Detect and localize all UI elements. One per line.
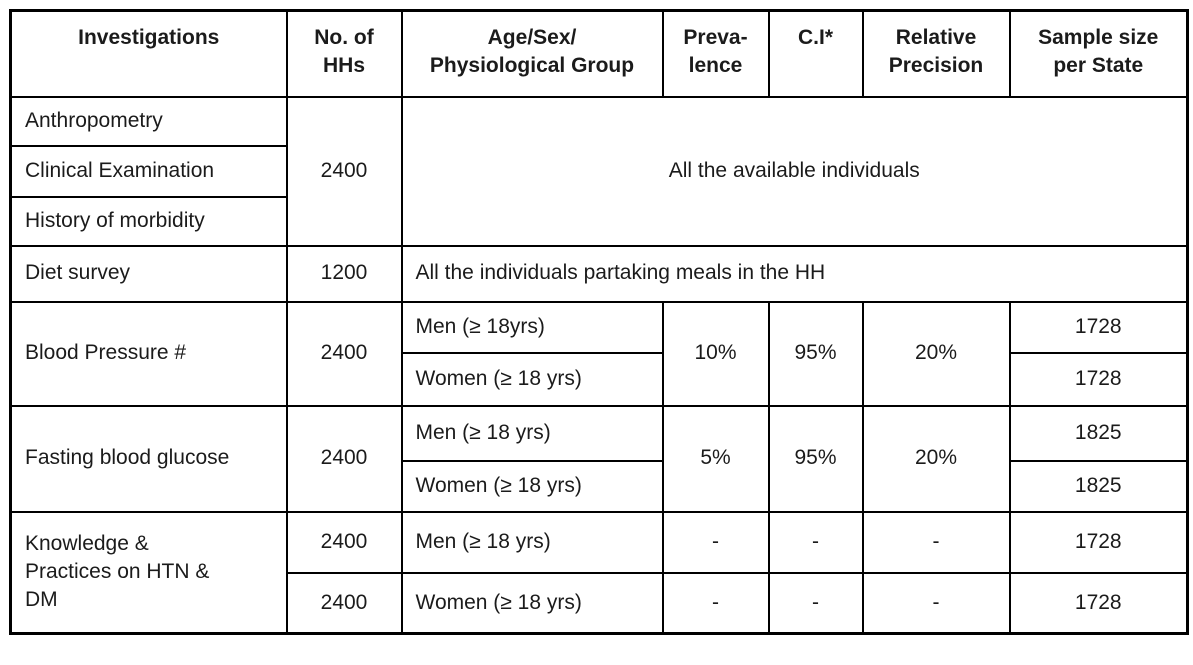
cell-hhs-fasting-blood-glucose: 2400 xyxy=(285,404,403,513)
header-row: Investigations No. of HHs Age/Sex/ Physi… xyxy=(9,9,1189,98)
table-row-history-of-morbidity: History of morbidity xyxy=(9,195,1188,247)
table-row-knowledge-practices-men: Knowledge & Practices on HTN & DM 2400 M… xyxy=(9,510,1189,635)
col-header-sample-size: Sample size per State xyxy=(1008,9,1189,98)
table-body: Anthropometry 2400 All the available ind… xyxy=(9,95,1189,635)
table-row-diet-survey: Diet survey 1200 All the individuals par… xyxy=(9,244,1189,303)
cell-group-fbg-women: Women (≥ 18 yrs) xyxy=(400,459,664,513)
cell-group-bp-women: Women (≥ 18 yrs) xyxy=(400,351,664,407)
cell-sample-size-kp-men: 1728 xyxy=(1008,510,1189,574)
cell-sample-size-bp-men: 1728 xyxy=(1008,300,1189,354)
cell-hhs-blood-pressure: 2400 xyxy=(285,300,403,407)
cell-investigation-history-of-morbidity: History of morbidity xyxy=(9,195,288,247)
cell-sample-size-kp-women: 1728 xyxy=(1008,571,1189,635)
cell-relative-precision-blood-pressure: 20% xyxy=(861,300,1011,407)
survey-sampling-table: Investigations No. of HHs Age/Sex/ Physi… xyxy=(9,9,1189,635)
cell-hhs-diet-survey: 1200 xyxy=(285,244,403,303)
col-header-no-of-hhs: No. of HHs xyxy=(285,9,403,98)
cell-sample-size-fbg-men: 1825 xyxy=(1008,404,1189,462)
table-row-knowledge-practices-women: 2400 Women (≥ 18 yrs) - - - 1728 xyxy=(11,571,1189,635)
cell-sample-size-bp-women: 1728 xyxy=(1008,351,1189,407)
cell-group-kp-men: Men (≥ 18 yrs) xyxy=(400,510,664,574)
table-row-anthropometry: Anthropometry 2400 All the available ind… xyxy=(9,95,1189,247)
cell-relative-precision-fasting-blood-glucose: 20% xyxy=(861,404,1011,513)
cell-investigation-clinical-examination: Clinical Examination xyxy=(9,144,288,198)
cell-ci-kp-women: - xyxy=(767,571,864,635)
col-header-prevalence: Preva- lence xyxy=(661,9,770,98)
cell-investigation-blood-pressure: Blood Pressure # xyxy=(9,300,288,407)
cell-relative-precision-kp-women: - xyxy=(861,571,1011,635)
cell-prevalence-blood-pressure: 10% xyxy=(661,300,770,407)
table-row-fasting-blood-glucose-men: Fasting blood glucose 2400 Men (≥ 18 yrs… xyxy=(9,404,1189,513)
cell-sample-size-fbg-women: 1825 xyxy=(1008,459,1189,513)
table-row-blood-pressure-women: Women (≥ 18 yrs) 1728 xyxy=(11,351,1189,407)
col-header-investigations: Investigations xyxy=(9,9,288,98)
cell-ci-kp-men: - xyxy=(767,510,864,574)
cell-ci-fasting-blood-glucose: 95% xyxy=(767,404,864,513)
table-header: Investigations No. of HHs Age/Sex/ Physi… xyxy=(9,9,1189,98)
col-header-age-sex-group: Age/Sex/ Physiological Group xyxy=(400,9,664,98)
table-row-blood-pressure-men: Blood Pressure # 2400 Men (≥ 18yrs) 10% … xyxy=(9,300,1189,407)
cell-group-kp-women: Women (≥ 18 yrs) xyxy=(400,571,664,635)
cell-hhs-group1: 2400 xyxy=(285,95,403,247)
col-header-ci: C.I* xyxy=(767,9,864,98)
cell-group-bp-men: Men (≥ 18yrs) xyxy=(400,300,664,354)
cell-hhs-kp-women: 2400 xyxy=(285,571,403,635)
cell-relative-precision-kp-men: - xyxy=(861,510,1011,574)
cell-note-group1: All the available individuals xyxy=(400,95,1189,247)
cell-prevalence-kp-women: - xyxy=(661,571,770,635)
cell-ci-blood-pressure: 95% xyxy=(767,300,864,407)
cell-investigation-knowledge-practices: Knowledge & Practices on HTN & DM xyxy=(9,510,288,635)
col-header-relative-precision: Relative Precision xyxy=(861,9,1011,98)
cell-hhs-kp-men: 2400 xyxy=(285,510,403,574)
cell-prevalence-fasting-blood-glucose: 5% xyxy=(661,404,770,513)
cell-prevalence-kp-men: - xyxy=(661,510,770,574)
cell-group-fbg-men: Men (≥ 18 yrs) xyxy=(400,404,664,462)
cell-note-diet-survey: All the individuals partaking meals in t… xyxy=(400,244,1189,303)
table-row-clinical-examination: Clinical Examination xyxy=(9,144,1188,198)
cell-investigation-diet-survey: Diet survey xyxy=(9,244,288,303)
table-row-fasting-blood-glucose-women: Women (≥ 18 yrs) 1825 xyxy=(11,459,1189,513)
cell-investigation-fasting-blood-glucose: Fasting blood glucose xyxy=(9,404,288,513)
cell-investigation-anthropometry: Anthropometry xyxy=(9,95,288,147)
